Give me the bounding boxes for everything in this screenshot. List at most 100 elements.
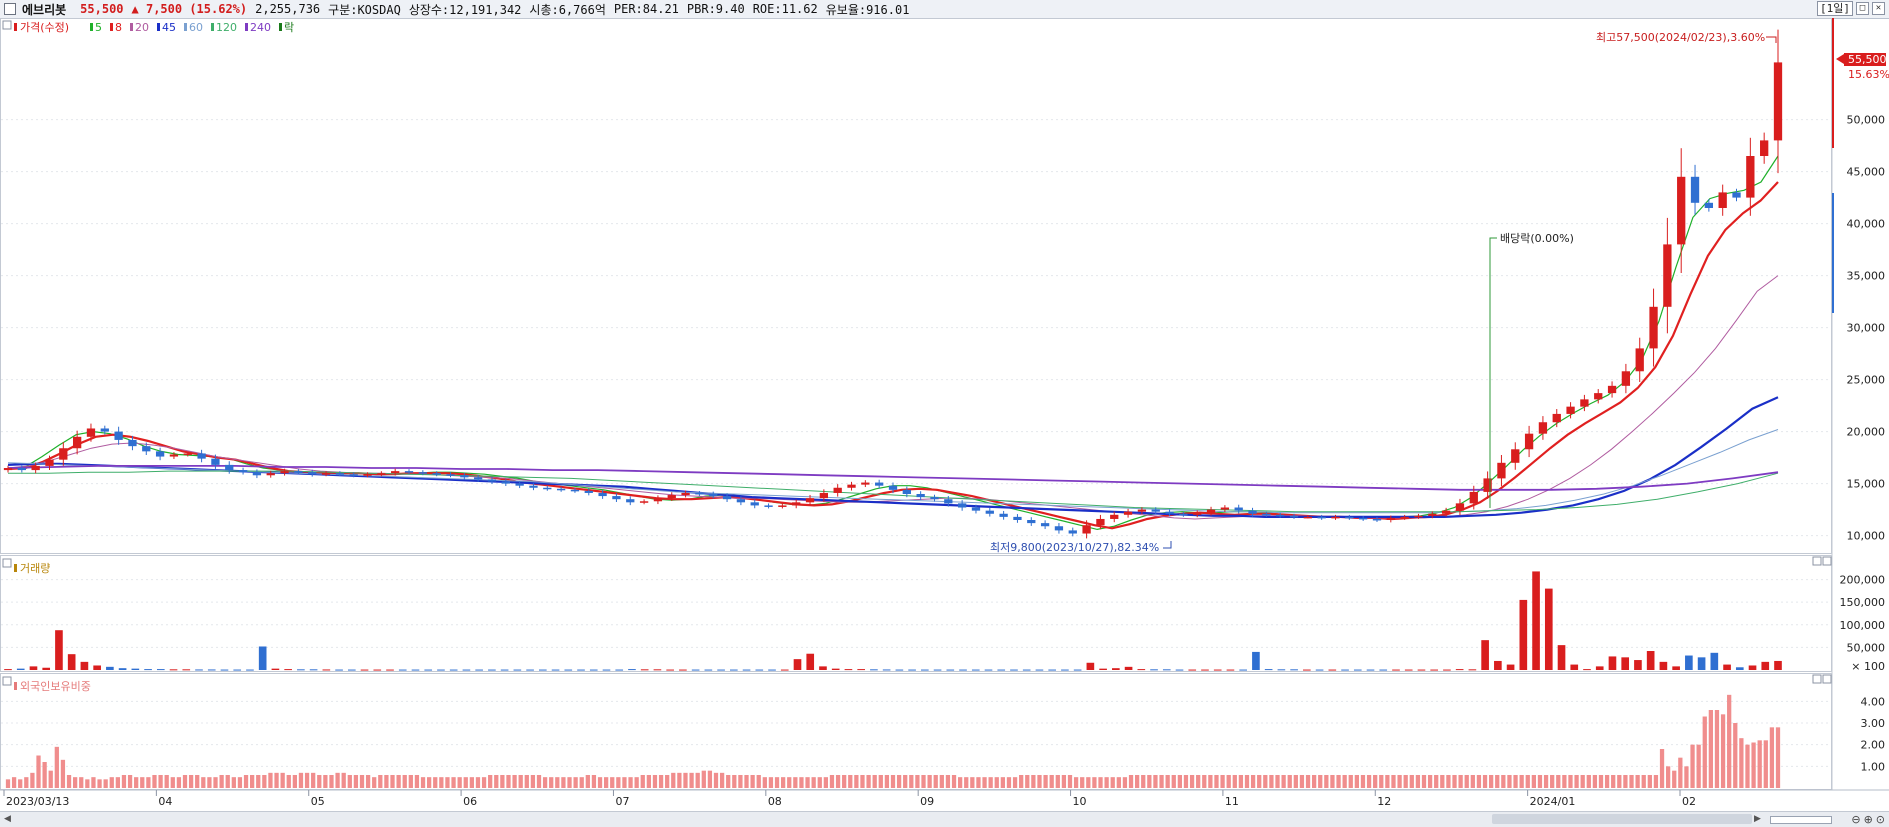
scroll-left-icon[interactable]: ◀ bbox=[4, 814, 11, 824]
close-icon[interactable]: ✕ bbox=[1872, 2, 1885, 15]
foreign-ownership-bar bbox=[530, 775, 536, 788]
candle-body bbox=[501, 481, 510, 484]
foreign-panel-restore-icon[interactable] bbox=[1822, 674, 1832, 684]
volume-bar bbox=[1481, 640, 1489, 670]
foreign-tick-label: 4.00 bbox=[1861, 695, 1886, 708]
volume-panel-max-icon[interactable] bbox=[2, 558, 12, 568]
foreign-ownership-bar bbox=[848, 775, 853, 788]
volume-bar bbox=[271, 668, 280, 670]
volume-bar bbox=[1430, 669, 1439, 671]
volume-tick-label: × 100 bbox=[1851, 660, 1885, 673]
right-axis-price-bar bbox=[1832, 18, 1834, 148]
candle-body bbox=[1760, 140, 1769, 156]
foreign-ownership-bar bbox=[713, 772, 719, 788]
zoom-out-icon[interactable]: ⊖ bbox=[1851, 813, 1861, 826]
reserve-ratio: 유보율:916.01 bbox=[825, 2, 910, 17]
foreign-ownership-bar bbox=[1342, 775, 1347, 788]
foreign-ownership-bar bbox=[1421, 775, 1427, 788]
foreign-ownership-bar bbox=[292, 775, 297, 788]
last-price-label: 55,500 bbox=[1848, 53, 1887, 66]
volume-bar bbox=[246, 669, 254, 671]
foreign-ownership-bar bbox=[1122, 777, 1128, 788]
foreign-ownership-bar bbox=[1019, 775, 1024, 788]
foreign-ownership-bar bbox=[927, 775, 932, 788]
volume-bar bbox=[615, 669, 624, 671]
foreign-ownership-bar bbox=[140, 777, 145, 788]
volume-bar bbox=[755, 669, 764, 671]
zoom-slider[interactable] bbox=[1770, 816, 1832, 824]
foreign-panel-max-icon[interactable] bbox=[2, 676, 12, 686]
foreign-ownership-bar bbox=[1012, 777, 1018, 788]
price-tick-label: 35,000 bbox=[1847, 270, 1886, 283]
foreign-ownership-bar bbox=[616, 777, 621, 788]
foreign-ownership-bar bbox=[665, 775, 670, 788]
volume-bar bbox=[908, 669, 916, 671]
volume-panel-restore-icon[interactable] bbox=[1822, 556, 1832, 566]
foreign-ownership-bar bbox=[1177, 775, 1182, 788]
foreign-ownership-bar bbox=[695, 772, 700, 788]
candle-body bbox=[211, 458, 220, 465]
foreign-ownership-bar bbox=[1281, 775, 1286, 788]
foreign-ownership-bar bbox=[842, 775, 847, 788]
foreign-ownership-bar bbox=[439, 777, 444, 788]
candle-body bbox=[142, 446, 151, 452]
foreign-ownership-bar bbox=[1360, 775, 1366, 788]
candle-body bbox=[888, 485, 898, 490]
volume-bar bbox=[207, 669, 216, 671]
foreign-ownership-bar bbox=[500, 775, 505, 788]
candle-body bbox=[1068, 530, 1077, 534]
candle-body bbox=[1206, 509, 1216, 513]
ma-legend-marker bbox=[157, 23, 160, 31]
foreign-ownership-bar bbox=[1415, 775, 1421, 788]
foreign-ownership-bar bbox=[127, 775, 133, 788]
current-price: 55,500 bbox=[80, 2, 124, 16]
foreign-ownership-bar bbox=[1104, 777, 1109, 788]
horizontal-scrollbar[interactable]: ◀ ▶ ⊖ ⊕ ⊙ bbox=[0, 811, 1889, 827]
foreign-ownership-bar bbox=[1489, 775, 1494, 788]
foreign-ownership-bar bbox=[945, 775, 951, 788]
chart-canvas[interactable]: 가격(수정) 5 8 20 45 60 120 240 락 거래량 외국인보유비중 10,00… bbox=[0, 18, 1889, 811]
foreign-ownership-bar bbox=[469, 777, 474, 788]
volume-bar bbox=[526, 669, 534, 671]
zoom-in-icon[interactable]: ⊕ bbox=[1863, 813, 1873, 826]
volume-bar bbox=[373, 669, 382, 671]
foreign-ownership-bar bbox=[280, 772, 285, 788]
restore-icon[interactable]: □ bbox=[1856, 2, 1869, 15]
candle-body bbox=[1483, 478, 1492, 492]
foreign-ownership-bar bbox=[1720, 714, 1726, 788]
foreign-ownership-bar bbox=[188, 775, 194, 788]
foreign-ownership-bar bbox=[274, 772, 279, 788]
foreign-tick-label: 2.00 bbox=[1861, 739, 1886, 752]
foreign-ownership-bar bbox=[719, 772, 725, 788]
period-selector[interactable]: [1일] bbox=[1817, 1, 1853, 16]
candle-body bbox=[432, 473, 441, 475]
foreign-ownership-bar bbox=[1592, 775, 1598, 788]
title-bar: 에브리봇 55,500 ▲ 7,500 (15.62%) 2,255,736 구… bbox=[0, 0, 1889, 19]
candle-body bbox=[1580, 399, 1589, 407]
volume-bar bbox=[793, 659, 802, 670]
candle-body bbox=[17, 468, 26, 471]
volume-bar bbox=[411, 669, 420, 671]
title-checkbox[interactable] bbox=[4, 3, 16, 15]
volume-bar bbox=[539, 669, 547, 671]
foreign-panel-close-icon[interactable] bbox=[1812, 674, 1822, 684]
foreign-ownership-bar bbox=[597, 777, 603, 788]
foreign-ownership-bar bbox=[1080, 777, 1085, 788]
zoom-reset-icon[interactable]: ⊙ bbox=[1875, 813, 1885, 826]
candle-body bbox=[59, 448, 68, 460]
volume-bar bbox=[1672, 666, 1680, 670]
candlestick-series bbox=[3, 29, 1783, 539]
foreign-ownership-bar bbox=[1446, 775, 1451, 788]
volume-bar bbox=[946, 669, 955, 671]
per-value: PER:84.21 bbox=[613, 2, 679, 16]
scroll-thumb[interactable] bbox=[1492, 814, 1752, 824]
price-panel-max-icon[interactable] bbox=[2, 20, 12, 30]
candle-body bbox=[1441, 510, 1451, 514]
scroll-right-icon[interactable]: ▶ bbox=[1754, 814, 1761, 824]
foreign-ownership-bar bbox=[1641, 775, 1646, 788]
volume-panel-close-icon[interactable] bbox=[1812, 556, 1822, 566]
panel-controls[interactable] bbox=[2, 20, 1832, 686]
foreign-ownership-bar bbox=[384, 775, 389, 788]
foreign-ownership-bar bbox=[872, 775, 877, 788]
foreign-ownership-bar bbox=[732, 775, 737, 788]
